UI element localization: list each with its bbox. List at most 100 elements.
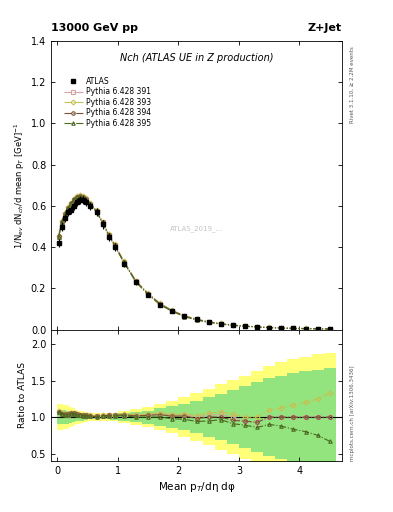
Pythia 6.428 394	[100, 219, 105, 225]
Pythia 6.428 395	[75, 195, 79, 201]
Pythia 6.428 391	[94, 208, 99, 214]
Pythia 6.428 393	[206, 318, 211, 325]
Pythia 6.428 391	[194, 316, 199, 323]
Pythia 6.428 393	[146, 290, 151, 296]
Pythia 6.428 393	[158, 301, 163, 307]
Pythia 6.428 394	[219, 321, 223, 327]
Pythia 6.428 391	[62, 211, 67, 217]
Pythia 6.428 391	[121, 259, 126, 265]
Pythia 6.428 393	[194, 316, 199, 322]
Pythia 6.428 394	[59, 219, 64, 225]
Pythia 6.428 391	[81, 194, 85, 200]
Pythia 6.428 395	[206, 319, 211, 326]
Pythia 6.428 391	[65, 205, 70, 211]
Pythia 6.428 395	[327, 326, 332, 332]
Pythia 6.428 395	[255, 324, 259, 330]
Pythia 6.428 391	[146, 290, 151, 296]
Line: Pythia 6.428 393: Pythia 6.428 393	[57, 194, 332, 331]
Pythia 6.428 391	[77, 193, 82, 199]
Line: Pythia 6.428 391: Pythia 6.428 391	[57, 194, 332, 331]
Pythia 6.428 395	[72, 197, 76, 203]
Pythia 6.428 393	[291, 325, 296, 331]
Pythia 6.428 394	[206, 319, 211, 325]
Pythia 6.428 391	[106, 232, 111, 238]
Pythia 6.428 391	[231, 322, 235, 328]
Pythia 6.428 393	[94, 207, 99, 214]
Pythia 6.428 395	[267, 325, 272, 331]
Pythia 6.428 394	[94, 208, 99, 214]
Pythia 6.428 395	[315, 326, 320, 332]
Pythia 6.428 391	[75, 194, 79, 200]
Pythia 6.428 395	[219, 321, 223, 327]
Pythia 6.428 395	[182, 313, 187, 319]
Pythia 6.428 391	[303, 326, 308, 332]
Line: Pythia 6.428 395: Pythia 6.428 395	[57, 195, 332, 331]
Pythia 6.428 394	[84, 196, 88, 202]
Pythia 6.428 391	[170, 308, 174, 314]
Pythia 6.428 393	[100, 219, 105, 225]
Pythia 6.428 393	[219, 321, 223, 327]
Pythia 6.428 395	[146, 291, 151, 297]
Pythia 6.428 391	[88, 201, 93, 207]
Pythia 6.428 394	[194, 316, 199, 323]
Pythia 6.428 394	[158, 301, 163, 307]
Pythia 6.428 393	[315, 326, 320, 332]
Y-axis label: Ratio to ATLAS: Ratio to ATLAS	[18, 362, 27, 428]
Y-axis label: 1/N$_{ev}$ dN$_{ch}$/d mean p$_{T}$ [GeV]$^{-1}$: 1/N$_{ev}$ dN$_{ch}$/d mean p$_{T}$ [GeV…	[12, 122, 27, 248]
Pythia 6.428 391	[100, 219, 105, 225]
Pythia 6.428 391	[158, 301, 163, 307]
Pythia 6.428 393	[242, 323, 247, 329]
Pythia 6.428 393	[72, 196, 76, 202]
Pythia 6.428 395	[77, 194, 82, 200]
Pythia 6.428 393	[88, 200, 93, 206]
Pythia 6.428 395	[158, 302, 163, 308]
Pythia 6.428 393	[62, 210, 67, 216]
Pythia 6.428 394	[56, 233, 61, 240]
Pythia 6.428 394	[146, 291, 151, 297]
Pythia 6.428 395	[68, 201, 73, 207]
Pythia 6.428 393	[255, 324, 259, 330]
Pythia 6.428 395	[231, 323, 235, 329]
Pythia 6.428 391	[242, 323, 247, 329]
Pythia 6.428 393	[121, 258, 126, 264]
Pythia 6.428 394	[255, 324, 259, 330]
Pythia 6.428 393	[279, 325, 284, 331]
Pythia 6.428 391	[291, 325, 296, 331]
Pythia 6.428 395	[56, 234, 61, 240]
Text: ATLAS_2019_...: ATLAS_2019_...	[170, 225, 223, 232]
Pythia 6.428 394	[65, 204, 70, 210]
Pythia 6.428 394	[134, 279, 138, 285]
Pythia 6.428 391	[206, 318, 211, 325]
Pythia 6.428 394	[88, 201, 93, 207]
Pythia 6.428 393	[84, 195, 88, 201]
Pythia 6.428 394	[72, 196, 76, 202]
Pythia 6.428 393	[77, 193, 82, 199]
Legend: ATLAS, Pythia 6.428 391, Pythia 6.428 393, Pythia 6.428 394, Pythia 6.428 395: ATLAS, Pythia 6.428 391, Pythia 6.428 39…	[61, 74, 154, 131]
Pythia 6.428 393	[65, 204, 70, 210]
Pythia 6.428 395	[94, 209, 99, 215]
Pythia 6.428 395	[65, 205, 70, 211]
Pythia 6.428 391	[327, 326, 332, 332]
Pythia 6.428 393	[68, 200, 73, 206]
Pythia 6.428 391	[112, 242, 117, 248]
Pythia 6.428 394	[279, 325, 284, 331]
Pythia 6.428 394	[68, 200, 73, 206]
Pythia 6.428 391	[267, 325, 272, 331]
X-axis label: Mean p$_{T}$/dη dφ: Mean p$_{T}$/dη dφ	[158, 480, 235, 494]
Pythia 6.428 393	[267, 324, 272, 330]
Pythia 6.428 391	[315, 326, 320, 332]
Pythia 6.428 393	[75, 193, 79, 199]
Pythia 6.428 391	[182, 313, 187, 319]
Text: Z+Jet: Z+Jet	[308, 23, 342, 33]
Pythia 6.428 393	[170, 307, 174, 313]
Pythia 6.428 394	[121, 259, 126, 265]
Pythia 6.428 394	[231, 322, 235, 328]
Pythia 6.428 395	[121, 259, 126, 265]
Pythia 6.428 395	[291, 326, 296, 332]
Pythia 6.428 395	[194, 317, 199, 323]
Pythia 6.428 394	[315, 326, 320, 332]
Pythia 6.428 394	[327, 326, 332, 332]
Text: Nch (ATLAS UE in Z production): Nch (ATLAS UE in Z production)	[120, 53, 273, 62]
Pythia 6.428 394	[242, 323, 247, 329]
Pythia 6.428 395	[100, 220, 105, 226]
